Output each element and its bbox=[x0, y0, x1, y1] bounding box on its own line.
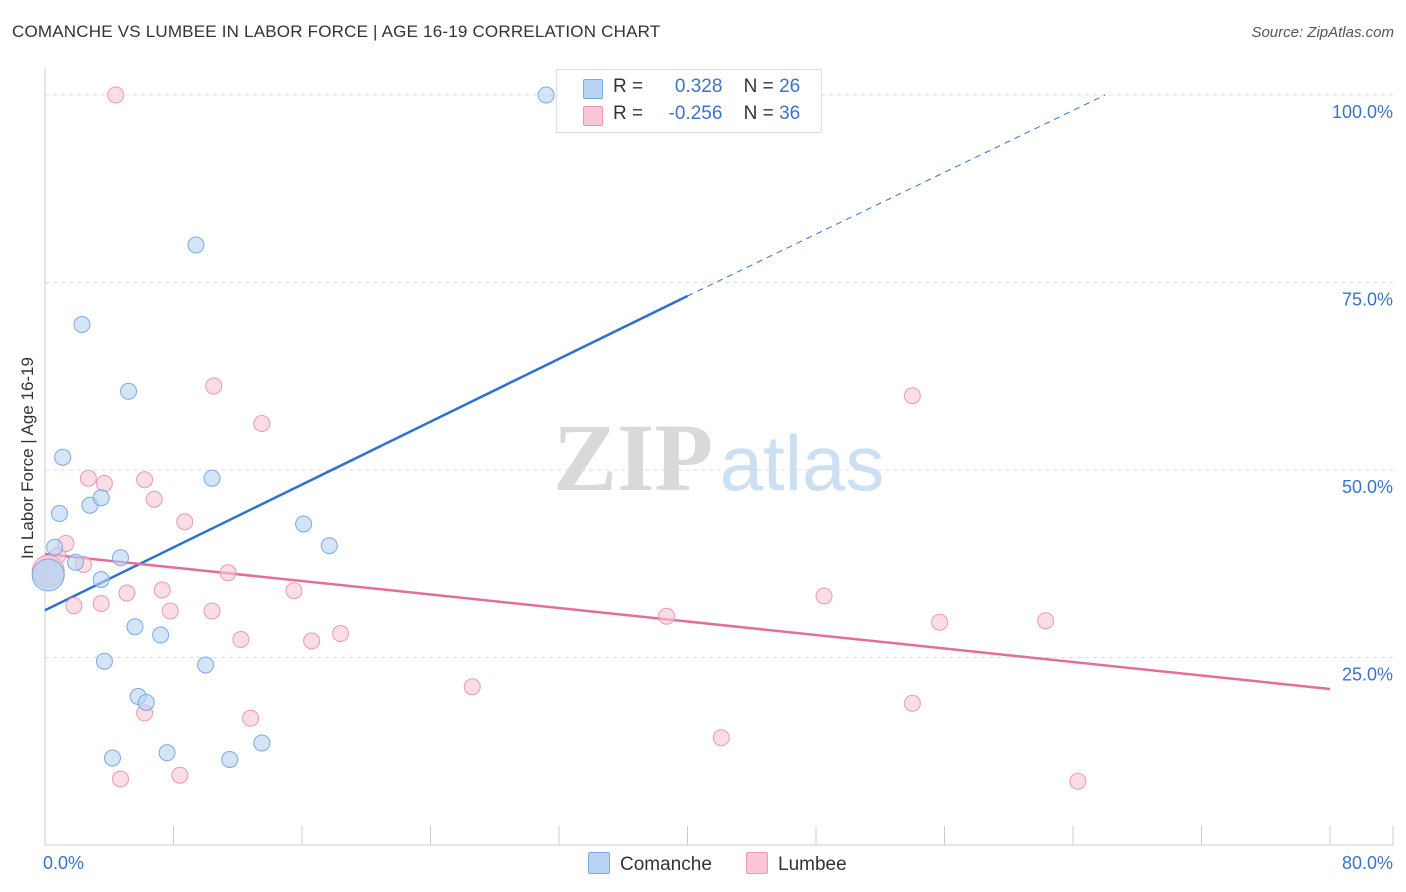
lumbee-point-9 bbox=[136, 471, 154, 489]
comanche-swatch bbox=[583, 79, 603, 99]
lumbee-point-17 bbox=[232, 631, 250, 648]
comanche-trend-line bbox=[44, 294, 689, 612]
lumbee-point-12 bbox=[161, 602, 179, 620]
comanche-point-8 bbox=[111, 549, 129, 567]
comanche-point-10 bbox=[126, 618, 144, 636]
x-tick-label-min: 0.0% bbox=[43, 853, 84, 873]
comanche-r-label: R = bbox=[613, 76, 644, 97]
lumbee-point-30 bbox=[903, 387, 921, 405]
stats-legend: R = 0.328 N = 26 R = -0.256 N = 36 bbox=[556, 69, 822, 133]
source-label: Source: ZipAtlas.com bbox=[1251, 24, 1394, 41]
lumbee-point-14 bbox=[205, 377, 223, 395]
lumbee-trend-line bbox=[44, 552, 1331, 691]
lumbee-point-8 bbox=[118, 584, 136, 602]
lumbee-point-23 bbox=[111, 770, 129, 788]
comanche-n-label: N = bbox=[743, 76, 774, 97]
lumbee-point-0 bbox=[107, 86, 125, 104]
comanche-point-18 bbox=[137, 694, 155, 711]
y-tick-label-2: 75.0% bbox=[1342, 290, 1393, 310]
comanche-trend-extension bbox=[687, 94, 1106, 297]
lumbee-point-3 bbox=[65, 597, 83, 615]
lumbee-point-16 bbox=[219, 564, 237, 582]
lumbee-point-11 bbox=[153, 581, 171, 599]
data-points bbox=[31, 86, 1087, 790]
lumbee-point-33 bbox=[1037, 612, 1055, 630]
axes bbox=[44, 68, 1394, 846]
lumbee-point-10 bbox=[145, 490, 163, 508]
trend-lines bbox=[44, 94, 1331, 691]
y-tick-label-1: 50.0% bbox=[1342, 477, 1393, 497]
comanche-point-11 bbox=[152, 626, 170, 644]
lumbee-n-label: N = bbox=[743, 103, 774, 124]
lumbee-point-7 bbox=[95, 475, 113, 492]
comanche-point-20 bbox=[158, 744, 176, 762]
lumbee-point-31 bbox=[931, 613, 949, 631]
lumbee-point-27 bbox=[658, 607, 676, 625]
lumbee-point-5 bbox=[79, 469, 97, 487]
bottom-lumbee-label: Lumbee bbox=[778, 854, 847, 875]
watermark-zip: ZIP bbox=[553, 404, 713, 511]
lumbee-n-value: 36 bbox=[779, 103, 801, 124]
lumbee-point-29 bbox=[815, 587, 833, 605]
comanche-r-value: 0.328 bbox=[674, 76, 723, 97]
lumbee-point-34 bbox=[1069, 772, 1087, 790]
comanche-point-12 bbox=[187, 236, 205, 254]
comanche-point-9 bbox=[120, 382, 138, 400]
comanche-point-2 bbox=[73, 316, 91, 333]
lumbee-point-19 bbox=[285, 582, 303, 600]
comanche-point-0 bbox=[46, 538, 64, 556]
comanche-point-24 bbox=[537, 86, 555, 104]
comanche-point-16 bbox=[95, 652, 113, 670]
bottom-legend-comanche: Comanche bbox=[588, 852, 712, 876]
y-tick-label-3: 100.0% bbox=[1332, 102, 1393, 122]
comanche-n-value: 26 bbox=[779, 76, 801, 97]
bottom-legend-lumbee: Lumbee bbox=[746, 852, 847, 876]
bottom-lumbee-swatch bbox=[746, 852, 768, 874]
comanche-point-25 bbox=[31, 558, 65, 592]
lumbee-point-21 bbox=[332, 625, 350, 642]
lumbee-point-28 bbox=[712, 729, 730, 747]
lumbee-point-32 bbox=[903, 694, 921, 712]
y-tick-label-0: 25.0% bbox=[1342, 665, 1393, 685]
lumbee-point-15 bbox=[203, 602, 221, 620]
tick-labels: 25.0% 50.0% 75.0% 100.0% 0.0% 80.0% bbox=[43, 102, 1393, 873]
comanche-point-21 bbox=[197, 656, 215, 674]
comanche-point-3 bbox=[50, 505, 68, 522]
bottom-comanche-swatch bbox=[588, 852, 610, 874]
lumbee-point-13 bbox=[176, 513, 194, 531]
grid-lines bbox=[45, 94, 1393, 658]
comanche-point-23 bbox=[253, 734, 271, 752]
comanche-point-4 bbox=[67, 553, 85, 571]
lumbee-point-24 bbox=[171, 766, 189, 784]
lumbee-point-26 bbox=[463, 678, 481, 696]
comanche-point-6 bbox=[92, 571, 110, 588]
comanche-point-1 bbox=[54, 448, 72, 466]
comanche-point-15 bbox=[320, 537, 338, 555]
bottom-comanche-label: Comanche bbox=[620, 854, 712, 875]
lumbee-point-25 bbox=[242, 709, 260, 727]
watermark-atlas: atlas bbox=[720, 419, 885, 507]
lumbee-point-6 bbox=[92, 595, 110, 612]
comanche-point-7 bbox=[92, 489, 110, 507]
chart-title: COMANCHE VS LUMBEE IN LABOR FORCE | AGE … bbox=[12, 22, 661, 41]
comanche-point-14 bbox=[295, 515, 313, 533]
y-axis-label: In Labor Force | Age 16-19 bbox=[18, 357, 37, 559]
x-tick-label-max: 80.0% bbox=[1342, 853, 1393, 873]
lumbee-r-value: -0.256 bbox=[668, 103, 723, 124]
lumbee-point-20 bbox=[303, 632, 321, 650]
comanche-point-22 bbox=[221, 751, 239, 768]
lumbee-point-18 bbox=[253, 415, 271, 432]
comanche-point-19 bbox=[103, 749, 121, 767]
lumbee-swatch bbox=[583, 106, 603, 126]
lumbee-r-label: R = bbox=[613, 103, 644, 124]
comanche-point-13 bbox=[203, 469, 221, 487]
watermark: ZIP atlas bbox=[553, 404, 884, 511]
